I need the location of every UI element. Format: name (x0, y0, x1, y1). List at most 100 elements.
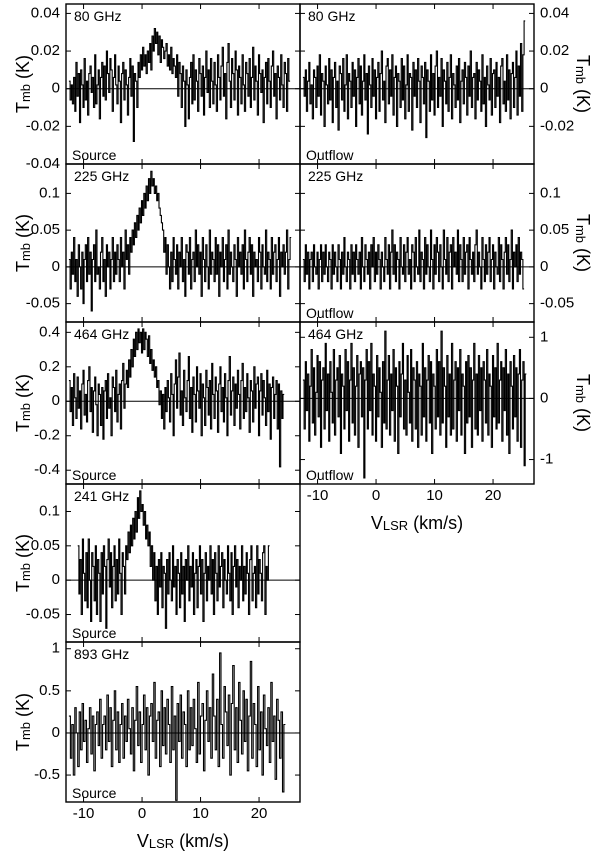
y-tick-label: 0.05 (31, 221, 60, 238)
y-axis-title: Tmb (K) (13, 534, 34, 592)
panel-frame (299, 163, 535, 323)
y-tick-label: 0.4 (39, 323, 60, 340)
y-axis-title: Tmb (K) (573, 214, 594, 272)
y-tick-label: 0.04 (31, 4, 60, 21)
y-axis-title: Tmb (K) (573, 55, 594, 113)
position-label: Source (72, 625, 117, 641)
y-tick-label: 0 (540, 80, 548, 97)
x-axis-title-main: V (137, 831, 149, 851)
y-tick-label: 0 (52, 392, 60, 409)
x-axis-title: VLSR (km/s) (371, 513, 463, 534)
y-tick-label: 0.1 (540, 184, 561, 201)
y-tick-label: 0 (52, 724, 60, 741)
y-axis-title-main: T (13, 581, 33, 592)
y-axis-title: Tmb (K) (13, 214, 34, 272)
y-tick-label: 0.02 (31, 42, 60, 59)
y-tick-label: 0.05 (540, 221, 569, 238)
panel-frame (65, 321, 301, 485)
y-tick-label: -0.2 (34, 427, 60, 444)
y-tick-label: -0.05 (26, 295, 60, 312)
x-tick-label: 10 (192, 805, 209, 822)
y-axis-title: Tmb (K) (13, 55, 34, 113)
y-tick-label: 0 (52, 571, 60, 588)
y-tick-label: 1 (52, 640, 60, 657)
y-axis-title-unit: (K) (13, 55, 33, 84)
y-axis-title-main: T (13, 421, 33, 432)
position-label: Source (72, 467, 117, 483)
y-tick-label: -0.05 (26, 605, 60, 622)
frequency-label: 893 GHz (74, 646, 129, 662)
y-tick-label: 0 (52, 258, 60, 275)
panel-frame (65, 163, 301, 323)
y-axis-title-unit: (K) (573, 243, 593, 272)
y-axis-title-unit: (K) (13, 214, 33, 243)
y-tick-label: -0.05 (540, 295, 574, 312)
x-tick-label: 20 (251, 805, 268, 822)
y-tick-label: 0.1 (39, 184, 60, 201)
spectrum-line (68, 652, 286, 801)
y-tick-label: -0.5 (34, 766, 60, 783)
frequency-label: 80 GHz (308, 8, 355, 24)
spectrum-line (68, 27, 291, 142)
frequency-label: 225 GHz (74, 168, 129, 184)
position-label: Outflow (306, 467, 354, 483)
y-axis-title-main: T (573, 214, 593, 225)
panel-frame (299, 321, 535, 485)
y-axis-title-main: T (573, 55, 593, 66)
y-axis-title-sub: mb (573, 385, 588, 403)
y-axis-title-sub: mb (573, 225, 588, 243)
y-axis-title-sub: mb (18, 722, 33, 740)
y-tick-label: 1 (540, 328, 548, 345)
y-axis-title-sub: mb (18, 84, 33, 102)
panel-frame (299, 3, 535, 165)
spectrum-line (77, 490, 270, 629)
y-tick-label: 0 (52, 80, 60, 97)
y-tick-label: -0.02 (26, 117, 60, 134)
x-axis-title: VLSR (km/s) (137, 831, 229, 852)
y-tick-label: 0.02 (540, 42, 569, 59)
y-tick-label: -0.04 (26, 155, 60, 172)
position-label: Source (72, 785, 117, 801)
y-axis-title-sub: mb (18, 403, 33, 421)
y-axis-title-main: T (13, 102, 33, 113)
spectrum-panel-7: 0.1 0.05 0 -0.05 241 GHz Source Tmb (K) (13, 483, 301, 643)
y-axis-title-unit: (K) (13, 534, 33, 563)
y-axis-title: Tmb (K) (13, 693, 34, 751)
spectrum-panel-3: 0.1 0.05 0 -0.05 225 GHz Tmb (K) (13, 163, 301, 323)
y-tick-label: 0.04 (540, 4, 569, 21)
y-tick-label: 0.5 (39, 682, 60, 699)
y-axis-title-main: T (13, 261, 33, 272)
y-axis-title-sub: mb (18, 243, 33, 261)
frequency-label: 225 GHz (308, 168, 363, 184)
x-tick-label: -10 (307, 487, 329, 504)
panel-frame (65, 3, 301, 165)
y-axis-title-unit: (K) (13, 693, 33, 722)
spectrum-line (302, 229, 525, 290)
y-axis-title-main: T (573, 374, 593, 385)
y-axis-title-unit: (K) (573, 403, 593, 432)
y-tick-label: 0.2 (39, 358, 60, 375)
y-axis-title-sub: mb (18, 563, 33, 581)
position-label: Source (72, 147, 117, 163)
y-axis-title-main: T (13, 740, 33, 751)
spectrum-line (302, 330, 527, 479)
y-tick-label: -1 (540, 451, 553, 468)
y-axis-title: Tmb (K) (13, 374, 34, 432)
x-tick-label: 20 (485, 487, 502, 504)
y-tick-label: 0 (540, 389, 548, 406)
y-tick-label: 0 (540, 258, 548, 275)
x-axis-title-unit: (km/s) (174, 831, 229, 851)
frequency-label: 241 GHz (74, 488, 129, 504)
spectrum-panel-2: 0.04 0.02 0 -0.02 80 GHz Outflow Tmb (K) (299, 3, 594, 165)
frequency-label: 464 GHz (308, 326, 363, 342)
y-axis-title-sub: mb (573, 66, 588, 84)
y-axis-title-unit: (K) (573, 84, 593, 113)
x-tick-label: 0 (372, 487, 380, 504)
panel-frame (65, 641, 301, 803)
spectrum-line (302, 20, 526, 139)
spectrum-panel-1: 0.04 0.02 0 -0.02 -0.04 80 GHz Source Tmb (K) (13, 3, 301, 172)
y-tick-label: -0.02 (540, 117, 574, 134)
